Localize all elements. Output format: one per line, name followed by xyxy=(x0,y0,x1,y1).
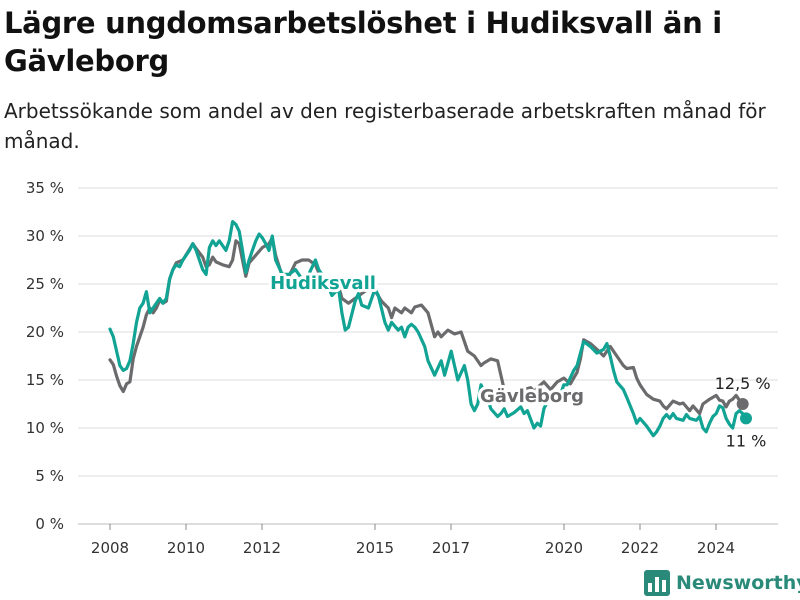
x-tick-label: 2015 xyxy=(356,539,394,557)
x-tick-label: 2010 xyxy=(167,539,205,557)
chart-title: Lägre ungdomsarbetslöshet i Hudiksvall ä… xyxy=(4,6,722,78)
grid-lines xyxy=(78,187,778,525)
brand-name: Newsworthy xyxy=(676,572,800,594)
labels: 12,5 %11 %HudiksvallHudiksvallGävleborgG… xyxy=(267,270,771,450)
y-tick-label: 0 % xyxy=(35,515,64,533)
series-label-hudiksvall: Hudiksvall xyxy=(270,273,376,294)
y-tick-label: 5 % xyxy=(35,467,64,485)
x-tick-label: 2020 xyxy=(545,539,583,557)
series xyxy=(108,220,752,438)
end-value-label: 12,5 % xyxy=(715,374,771,393)
y-tick-label: 15 % xyxy=(26,371,64,389)
y-tick-label: 25 % xyxy=(26,275,64,293)
y-tick-label: 20 % xyxy=(26,323,64,341)
x-tick-label: 2017 xyxy=(432,539,470,557)
end-marker-hudiksvall xyxy=(740,412,752,425)
end-marker-gavleborg xyxy=(736,398,749,410)
chart-subtitle: Arbetssökande som andel av den registerb… xyxy=(4,99,766,153)
series-label-gavleborg: Gävleborg xyxy=(480,386,584,407)
bar-chart-icon xyxy=(644,570,670,596)
series-line-hudiksvall xyxy=(108,220,748,438)
y-tick-label: 35 % xyxy=(26,179,64,197)
series-line-gavleborg xyxy=(108,236,745,416)
x-tick-label: 2012 xyxy=(243,539,281,557)
x-tick-label: 2024 xyxy=(697,539,735,557)
end-value-label: 11 % xyxy=(726,431,767,450)
newsworthy-logo: Newsworthy xyxy=(644,569,800,597)
series-label-halo: Hudiksvall xyxy=(270,273,376,294)
y-tick-label: 10 % xyxy=(26,419,64,437)
axes: 0 % 5 % 10 % 15 % 20 % 25 % 30 % 35 % 2008 2010 20… xyxy=(26,179,735,557)
series-label-halo: Gävleborg xyxy=(480,386,584,407)
x-tick-label: 2022 xyxy=(621,539,659,557)
y-tick-label: 30 % xyxy=(26,227,64,245)
x-tick-label: 2008 xyxy=(91,539,129,557)
